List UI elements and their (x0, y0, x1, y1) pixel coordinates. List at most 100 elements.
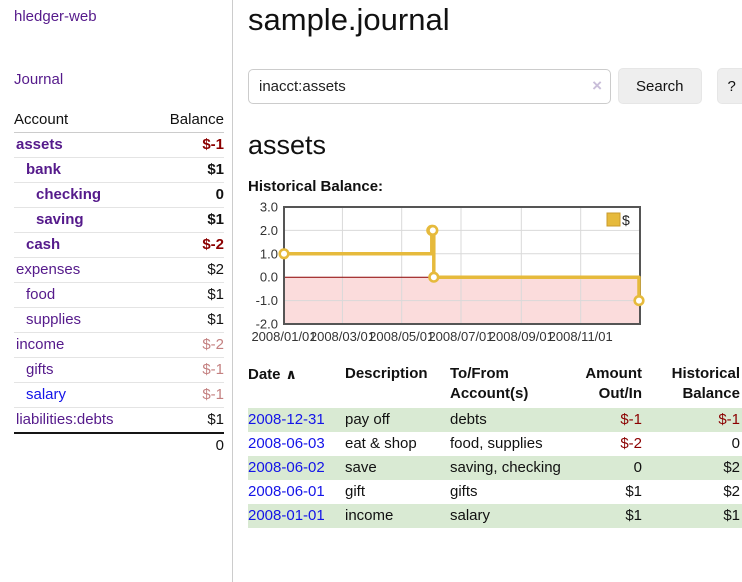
account-row: checking 0 (14, 182, 224, 208)
transaction-amount: 0 (633, 459, 642, 476)
transaction-amount: $1 (625, 507, 642, 524)
search-input[interactable] (248, 68, 611, 104)
account-link[interactable]: income (16, 336, 65, 353)
transaction-accounts: salary (450, 507, 491, 524)
transaction-balance: $2 (723, 483, 740, 500)
account-row: expenses $2 (14, 257, 224, 283)
account-link[interactable]: salary (26, 386, 67, 403)
accounts-total-row: 0 (14, 432, 224, 458)
chart-title: Historical Balance: (248, 178, 384, 195)
account-balance: $-1 (202, 136, 224, 153)
sort-ascending-icon: ∧ (285, 366, 297, 382)
help-button[interactable]: ? (716, 68, 742, 104)
transaction-balance: 0 (731, 435, 740, 452)
account-row: assets $-1 (14, 133, 224, 158)
svg-text:-1.0: -1.0 (256, 293, 278, 308)
transaction-date-link[interactable]: 2008-12-31 (248, 411, 325, 428)
transaction-description: pay off (345, 411, 390, 428)
account-balance: $1 (207, 311, 224, 328)
transaction-date-link[interactable]: 2008-06-01 (248, 483, 325, 500)
transaction-balance: $2 (723, 459, 740, 476)
accounts-table: Account Balance assets $-1 bank $1 checking 0… (14, 109, 224, 458)
sidebar: hledger-web Journal Account Balance asse… (0, 0, 233, 582)
account-balance: $1 (207, 411, 224, 428)
accounts-total-value: 0 (149, 432, 224, 458)
register-header-balance: Historical Balance (671, 365, 740, 402)
account-link[interactable]: liabilities:debts (16, 411, 114, 428)
svg-text:2.0: 2.0 (260, 223, 278, 238)
transaction-accounts: saving, checking (450, 459, 561, 476)
account-balance: $-1 (202, 361, 224, 378)
register-row: 2008-06-01 gift gifts $1 $2 (248, 480, 742, 504)
account-row: food $1 (14, 282, 224, 308)
account-row: cash $-2 (14, 232, 224, 258)
account-row: bank $1 (14, 157, 224, 183)
account-balance: $-2 (202, 336, 224, 353)
account-row: salary $-1 (14, 382, 224, 408)
register-row: 2008-06-03 eat & shop food, supplies $-2 0 (248, 432, 742, 456)
account-link[interactable]: expenses (16, 261, 81, 278)
page-title: sample.journal (248, 2, 450, 37)
legend-swatch (606, 212, 621, 227)
transaction-date-link[interactable]: 2008-06-02 (248, 459, 325, 476)
register-header-row: Date ∧ Description To/From Account(s) Amo… (248, 362, 742, 408)
transaction-accounts: food, supplies (450, 435, 543, 452)
register-row: 2008-06-02 save saving, checking 0 $2 (248, 456, 742, 480)
register-row: 2008-12-31 pay off debts $-1 $-1 (248, 408, 742, 432)
register-header-date-label: Date (248, 366, 281, 383)
account-row: saving $1 (14, 207, 224, 233)
svg-text:2008/03/01: 2008/03/01 (310, 329, 375, 344)
account-link[interactable]: checking (36, 186, 102, 203)
sidebar-nav: Journal (14, 71, 224, 109)
account-link[interactable]: supplies (26, 311, 82, 328)
search-button[interactable]: Search (618, 68, 702, 104)
accounts-header-account: Account (14, 109, 150, 133)
account-balance: $2 (207, 261, 224, 278)
svg-text:2008/07/01: 2008/07/01 (428, 329, 493, 344)
transaction-accounts: debts (450, 411, 487, 428)
transaction-date-link[interactable]: 2008-06-03 (248, 435, 325, 452)
clear-search-icon[interactable]: × (592, 75, 602, 95)
transaction-amount: $-1 (620, 411, 642, 428)
search-box: × (248, 68, 611, 104)
data-point-marker (633, 294, 645, 307)
legend-label: $ (622, 212, 630, 228)
register-table: Date ∧ Description To/From Account(s) Amo… (248, 362, 742, 528)
register-header-amount: Amount Out/In (585, 365, 642, 402)
account-link[interactable]: food (26, 286, 56, 303)
account-link[interactable]: saving (36, 211, 84, 228)
account-link[interactable]: gifts (26, 361, 54, 378)
account-row: income $-2 (14, 332, 224, 358)
accounts-header-row: Account Balance (14, 109, 224, 133)
register-header-description: Description (345, 365, 428, 382)
account-heading: assets (248, 130, 327, 160)
transaction-accounts: gifts (450, 483, 478, 500)
transaction-date-link[interactable]: 2008-01-01 (248, 507, 325, 524)
account-balance: 0 (215, 186, 224, 203)
svg-text:2008/05/01: 2008/05/01 (369, 329, 434, 344)
transaction-description: save (345, 459, 377, 476)
account-row: liabilities:debts $1 (14, 407, 224, 434)
main-content: sample.journal × Search ? assets Histori… (233, 0, 742, 582)
data-point-marker (428, 271, 440, 283)
search-bar: × Search ? (248, 68, 742, 104)
account-balance: $1 (207, 286, 224, 303)
sidebar-item-journal[interactable]: Journal (14, 71, 64, 88)
transaction-description: gift (345, 483, 366, 500)
historical-balance-chart[interactable]: 3.0 2.0 1.0 0.0 -1.0 -2.0 2008/01/01 2008/03/01… (248, 200, 742, 348)
account-link[interactable]: cash (26, 236, 61, 253)
register-row: 2008-01-01 income salary $1 $1 (248, 504, 742, 528)
account-balance: $-1 (202, 386, 224, 403)
account-link[interactable]: bank (26, 161, 62, 178)
account-link[interactable]: assets (16, 136, 63, 153)
svg-text:2008/01/01: 2008/01/01 (251, 329, 316, 344)
register-header-date[interactable]: Date ∧ (248, 362, 345, 408)
app-title-link[interactable]: hledger-web (14, 8, 97, 25)
transaction-balance: $-1 (718, 411, 740, 428)
account-row: gifts $-1 (14, 357, 224, 383)
transaction-amount: $1 (625, 483, 642, 500)
account-balance: $1 (207, 211, 224, 228)
svg-text:1.0: 1.0 (260, 246, 278, 261)
transaction-balance: $1 (723, 507, 740, 524)
accounts-total-spacer (14, 432, 150, 458)
